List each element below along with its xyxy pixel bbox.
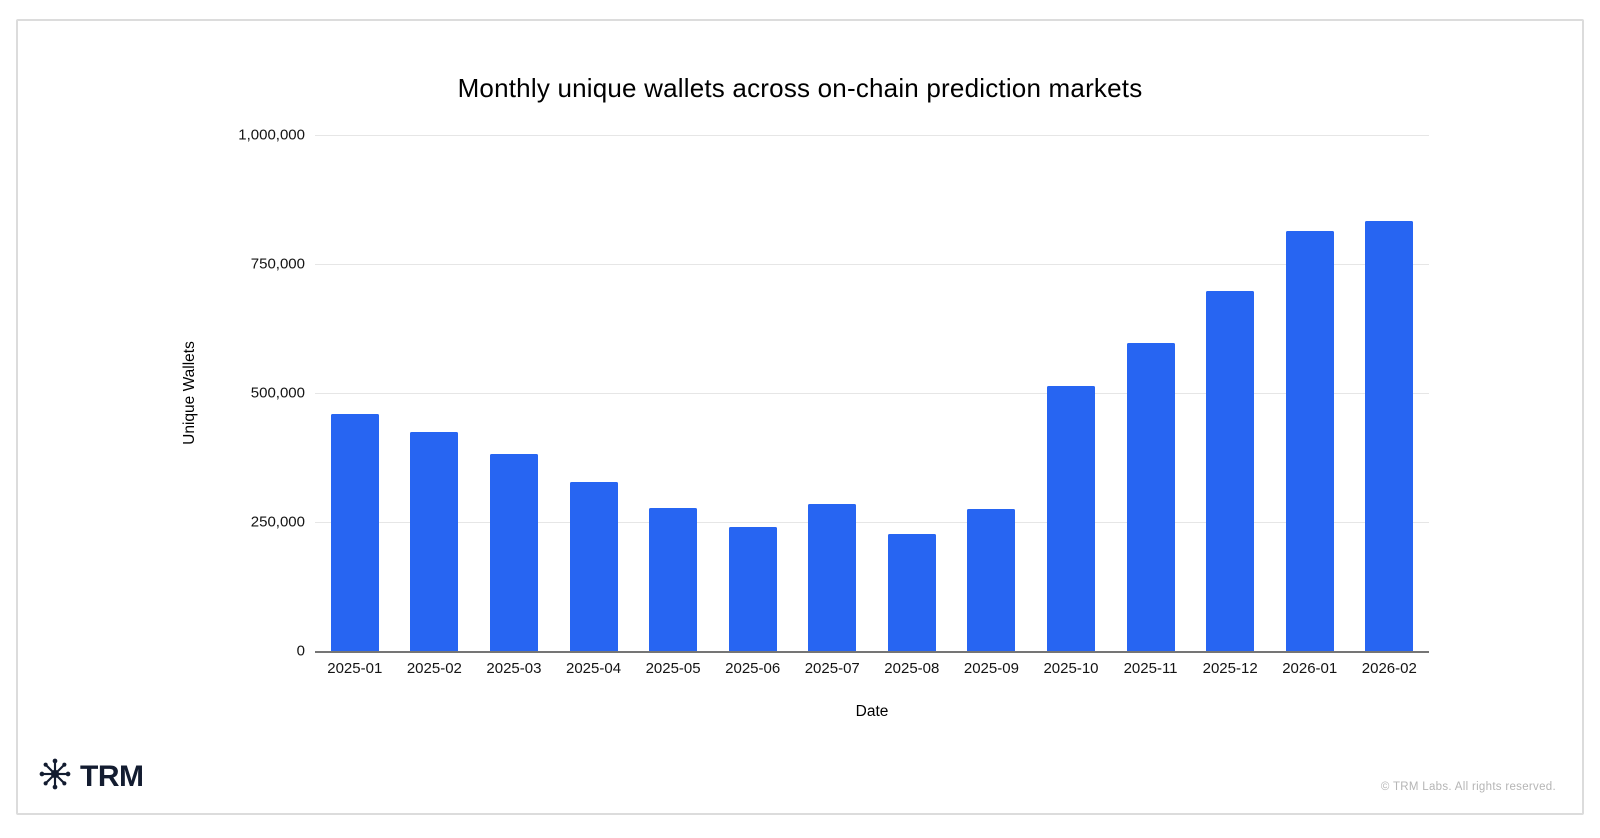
bar-2025-12 xyxy=(1206,290,1255,651)
y-tick-label: 500,000 xyxy=(250,384,305,402)
y-tick-label: 0 xyxy=(296,642,305,660)
bar-band xyxy=(872,135,952,651)
gridline-500000 xyxy=(315,393,1429,394)
bar-band xyxy=(1190,135,1270,651)
bar-band xyxy=(792,135,872,651)
x-tick-label: 2025-11 xyxy=(1123,660,1178,677)
x-axis-title: Date xyxy=(855,703,889,720)
bar-band xyxy=(1270,135,1350,651)
x-tick-labels: 2025-01 2025-02 2025-03 2025-04 2025-05 2025-… xyxy=(315,660,1429,677)
bar-2025-07 xyxy=(808,503,857,651)
x-tick-label: 2025-10 xyxy=(1043,660,1099,677)
x-tick-label: 2025-02 xyxy=(406,660,462,677)
x-tick-label: 2025-03 xyxy=(486,660,542,677)
bar-band xyxy=(1031,135,1111,651)
chart-card: Monthly unique wallets across on-chain p… xyxy=(16,19,1584,815)
bar-band xyxy=(1111,135,1191,651)
x-tick-label: 2025-01 xyxy=(327,660,383,677)
bar-band xyxy=(713,135,793,651)
x-tick-label: 2026-01 xyxy=(1282,660,1338,677)
bar-2025-09 xyxy=(967,509,1016,651)
bar-band xyxy=(474,135,554,651)
x-tick-label: 2025-12 xyxy=(1202,660,1258,677)
bar-2025-04 xyxy=(569,481,618,651)
bars-row xyxy=(315,135,1429,651)
bar-band xyxy=(633,135,713,651)
chart-title: Monthly unique wallets across on-chain p… xyxy=(457,73,1143,103)
plot-area xyxy=(315,135,1429,653)
trm-network-icon xyxy=(37,756,73,797)
trm-logo: TRM xyxy=(37,756,144,797)
bar-band xyxy=(952,135,1032,651)
bar-2025-11 xyxy=(1126,343,1175,651)
y-tick-label: 1,000,000 xyxy=(238,126,305,144)
bar-2025-10 xyxy=(1046,385,1095,651)
x-tick-label: 2026-02 xyxy=(1361,660,1417,677)
x-tick-label: 2025-05 xyxy=(645,660,701,677)
bar-band xyxy=(554,135,634,651)
bar-2025-03 xyxy=(489,454,538,651)
y-tick-label: 750,000 xyxy=(250,255,305,273)
x-tick-label: 2025-09 xyxy=(963,660,1019,677)
copyright-text: © TRM Labs. All rights reserved. xyxy=(1380,781,1556,793)
bar-band xyxy=(395,135,475,651)
y-tick-labels: 0 250,000 500,000 750,000 1,000,000 xyxy=(18,127,305,660)
x-tick-label: 2025-06 xyxy=(725,660,781,677)
gridline-250000 xyxy=(315,522,1429,523)
bar-2025-01 xyxy=(330,413,379,651)
x-tick-label: 2025-08 xyxy=(884,660,940,677)
x-tick-label: 2025-04 xyxy=(565,660,622,677)
bar-2025-06 xyxy=(728,527,777,651)
bar-2026-01 xyxy=(1285,230,1334,651)
bar-2026-02 xyxy=(1365,220,1414,651)
y-tick-label: 250,000 xyxy=(250,513,305,531)
bar-band xyxy=(315,135,395,651)
gridline-750000 xyxy=(315,264,1429,265)
bar-band xyxy=(1350,135,1430,651)
trm-logo-text: TRM xyxy=(80,759,144,793)
bar-2025-05 xyxy=(649,507,698,651)
bar-2025-02 xyxy=(410,432,459,651)
bar-2025-08 xyxy=(887,533,936,651)
x-tick-label: 2025-07 xyxy=(804,660,860,677)
gridline-1000000 xyxy=(315,135,1429,136)
